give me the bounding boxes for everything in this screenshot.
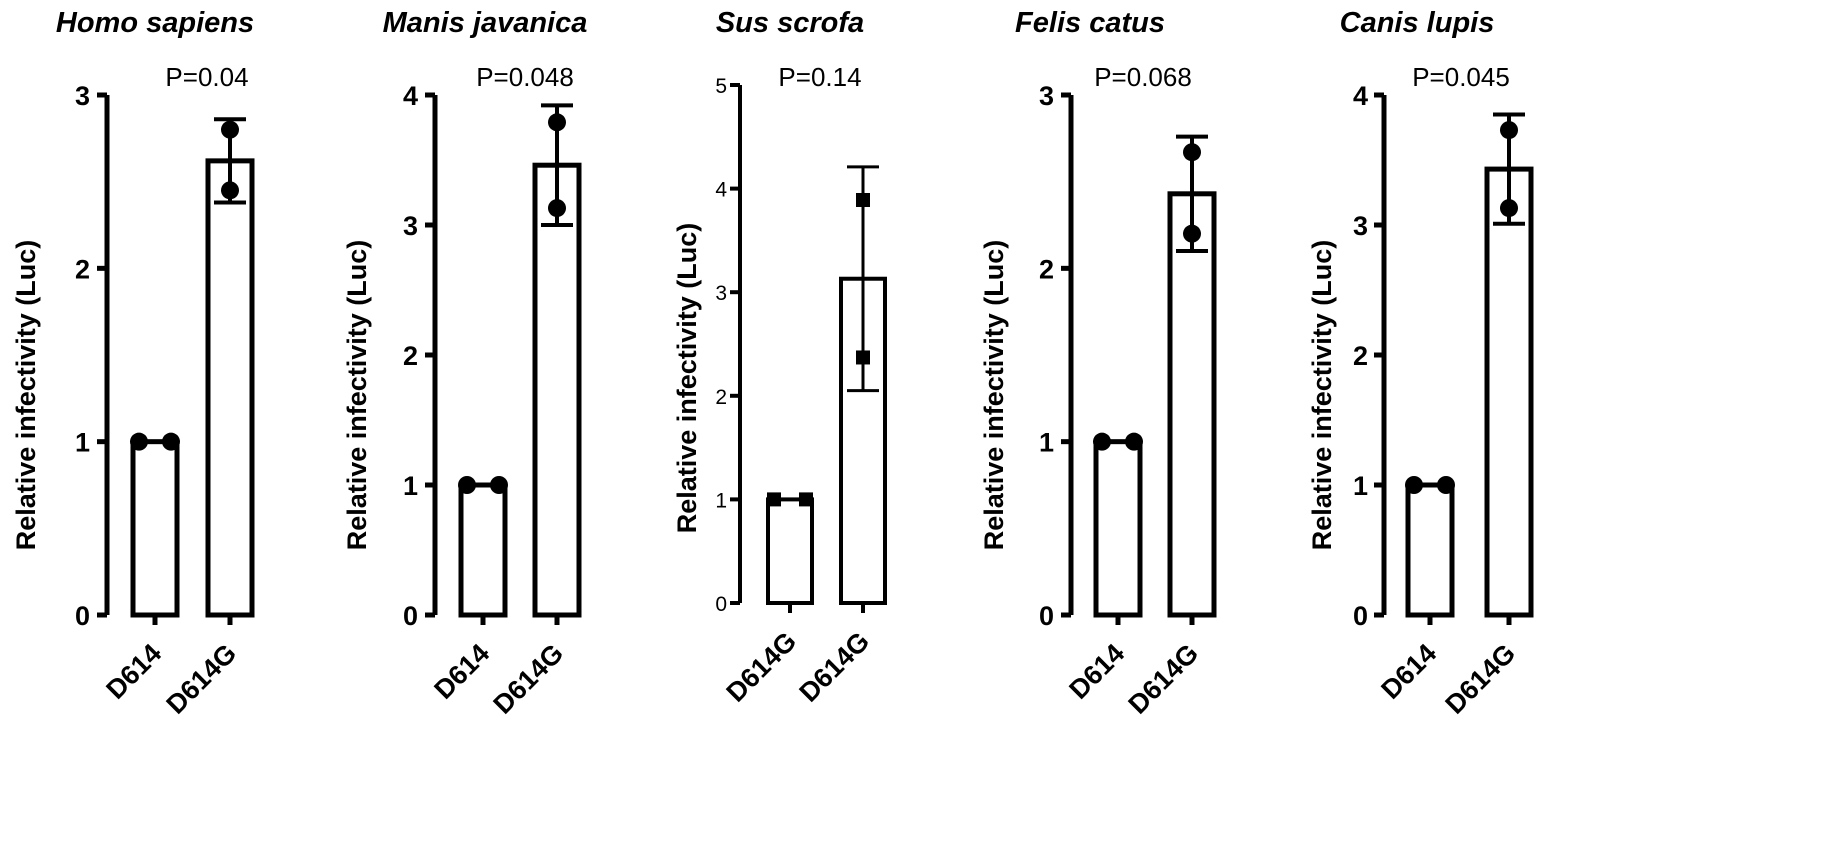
chart-panel-sus-scrofa: Sus scrofa P=0.14 Relative infectivity (… (672, 7, 887, 708)
chart-title: Manis javanica (383, 7, 588, 39)
y-axis-label: Relative infectivity (Luc) (342, 240, 372, 551)
data-point (1183, 224, 1201, 243)
y-tick-label: 2 (1039, 254, 1054, 284)
data-point (162, 432, 180, 451)
data-point (856, 350, 870, 365)
data-point (490, 476, 508, 494)
y-tick-label: 1 (75, 428, 90, 458)
y-tick-label: 0 (75, 601, 90, 631)
y-tick-label: 0 (1039, 601, 1054, 631)
y-axis-label: Relative infectivity (Luc) (11, 240, 41, 551)
data-point (799, 492, 813, 507)
data-point (1183, 143, 1201, 162)
bar-1 (766, 497, 814, 605)
y-tick-label: 2 (403, 341, 418, 371)
y-tick-label: 3 (1353, 211, 1368, 241)
data-point (1093, 432, 1111, 451)
y-tick-label: 4 (403, 81, 418, 111)
data-point (1405, 476, 1423, 494)
chart-panel-felis-catus: Felis catus P=0.068 Relative infectivity… (979, 7, 1217, 720)
y-tick-label: 4 (715, 179, 727, 202)
y-tick-label: 5 (715, 75, 727, 98)
y-tick-label: 1 (1039, 428, 1054, 458)
data-point (548, 199, 566, 218)
bar-1 (1093, 439, 1143, 618)
y-tick-label: 1 (715, 489, 727, 512)
data-point (221, 181, 239, 200)
y-axis-label: Relative infectivity (Luc) (979, 240, 1009, 551)
data-point (1125, 432, 1143, 451)
chart-title: Homo sapiens (56, 7, 254, 39)
y-tick-label: 2 (715, 386, 727, 409)
bar-2 (1484, 166, 1534, 618)
chart-panel-manis-javanica: Manis javanica P=0.048 Relative infectiv… (342, 7, 587, 720)
data-point (548, 113, 566, 132)
bar-1 (458, 482, 508, 618)
x-tick-label: D614 (1375, 638, 1442, 705)
y-axis-label: Relative infectivity (Luc) (1307, 240, 1337, 551)
y-tick-label: 1 (1353, 471, 1368, 501)
bar-2 (532, 162, 582, 618)
data-point (1500, 121, 1518, 140)
chart-panel-homo-sapiens: Homo sapiens P=0.04 Relative infectivity… (11, 7, 255, 720)
p-value-annotation: P=0.048 (476, 62, 574, 92)
p-value-annotation: P=0.068 (1094, 62, 1192, 92)
y-tick-label: 2 (1353, 341, 1368, 371)
x-tick-label: D614 (428, 638, 495, 705)
x-tick-label: D614G (488, 638, 570, 720)
data-point (458, 476, 476, 494)
p-value-annotation: P=0.14 (778, 62, 861, 92)
y-tick-label: 0 (715, 593, 727, 616)
y-tick-label: 0 (403, 601, 418, 631)
x-tick-label: D614 (100, 638, 167, 705)
x-tick-label: D614G (1123, 638, 1205, 720)
y-tick-label: 0 (1353, 601, 1368, 631)
bar-1 (1405, 482, 1455, 618)
chart-panel-canis-lupis: Canis lupis P=0.045 Relative infectivity… (1307, 7, 1534, 720)
y-axis-label: Relative infectivity (Luc) (672, 223, 702, 534)
p-value-annotation: P=0.045 (1412, 62, 1510, 92)
data-point (130, 432, 148, 451)
y-tick-label: 3 (715, 282, 727, 305)
y-tick-label: 4 (1353, 81, 1368, 111)
chart-title: Felis catus (1015, 7, 1165, 39)
data-point (221, 120, 239, 139)
y-tick-label: 3 (75, 81, 90, 111)
data-point (1500, 199, 1518, 218)
x-tick-label: D614G (721, 626, 803, 708)
x-tick-label: D614G (161, 638, 243, 720)
bar-2 (205, 158, 255, 618)
chart-title: Sus scrofa (716, 7, 864, 39)
y-tick-label: 3 (403, 211, 418, 241)
chart-title: Canis lupis (1340, 7, 1495, 39)
x-tick-label: D614G (794, 626, 876, 708)
bar-1 (130, 439, 180, 618)
x-tick-label: D614 (1063, 638, 1130, 705)
x-tick-label: D614G (1440, 638, 1522, 720)
data-point (1437, 476, 1455, 494)
y-tick-label: 1 (403, 471, 418, 501)
data-point (767, 492, 781, 507)
data-point (856, 192, 870, 207)
y-tick-label: 3 (1039, 81, 1054, 111)
p-value-annotation: P=0.04 (165, 62, 248, 92)
bar-2 (1167, 191, 1217, 618)
y-tick-label: 2 (75, 254, 90, 284)
